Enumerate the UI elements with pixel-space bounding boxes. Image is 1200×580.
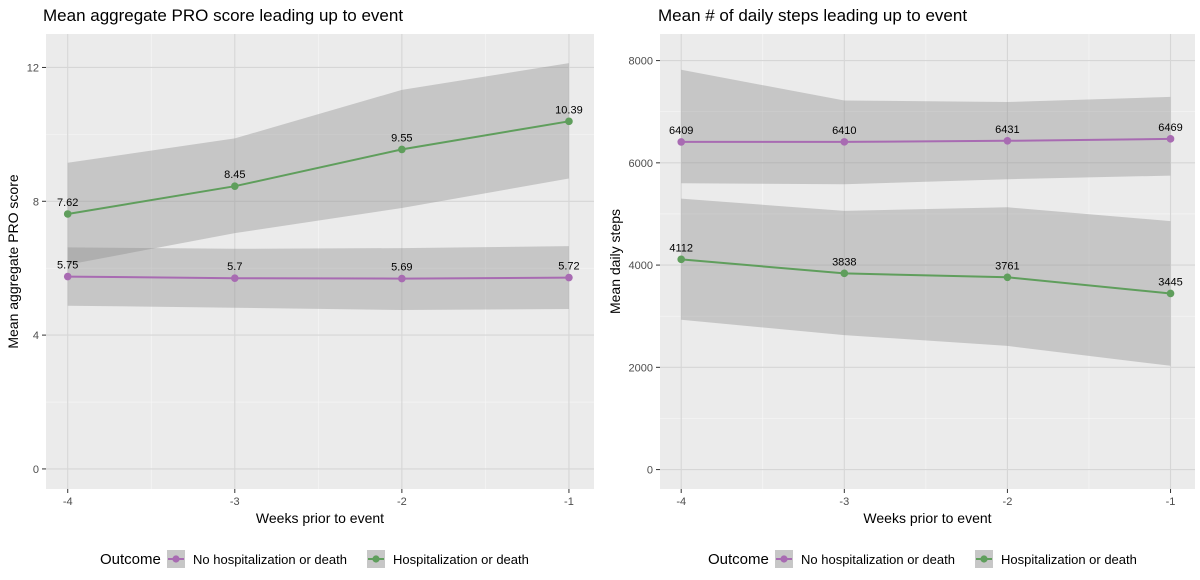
data-label: 6409	[669, 125, 693, 137]
data-label: 3761	[995, 260, 1019, 272]
y-tick-label: 0	[33, 464, 39, 476]
y-tick-label: 4	[33, 330, 39, 342]
data-point	[1003, 273, 1012, 282]
y-tick-label: 2000	[629, 362, 653, 374]
data-point	[1166, 289, 1175, 298]
confidence-band-2	[67, 63, 569, 265]
x-tick-label: -4	[63, 496, 73, 508]
data-label: 5.72	[558, 261, 579, 273]
y-axis-title: Mean daily steps	[607, 209, 623, 314]
series-line-2	[681, 258, 1171, 295]
y-tick-label: 6000	[629, 158, 653, 170]
x-tick-label: -1	[564, 496, 574, 508]
data-label: 5.69	[391, 262, 412, 274]
plot-background	[660, 34, 1195, 489]
data-label: 6410	[832, 125, 856, 137]
confidence-band-2	[681, 198, 1171, 366]
x-tick-label: -3	[230, 496, 240, 508]
y-tick-label: 12	[27, 62, 39, 74]
legend-label: No hospitalization or death	[193, 552, 347, 567]
x-axis-title: Weeks prior to event	[256, 510, 384, 526]
legend-title: Outcome	[708, 551, 769, 568]
legend-key-point	[980, 555, 988, 563]
data-point	[840, 138, 849, 146]
series-line-1	[681, 137, 1171, 143]
legend: Outcome No hospitalization or death Hospit…	[100, 550, 529, 568]
y-axis-title: Mean aggregate PRO score	[5, 174, 21, 349]
data-point	[398, 145, 406, 154]
series-line-1	[67, 275, 569, 280]
chart-title: Mean # of daily steps leading up to even…	[658, 6, 967, 25]
data-point	[1003, 136, 1012, 145]
x-tick-label: -3	[839, 496, 849, 508]
data-point	[63, 210, 72, 218]
confidence-band-1	[681, 69, 1171, 185]
data-point	[677, 138, 686, 146]
panel-2: 6409 6410 6431 6469 4112 3838 3761 3445 0 2000 400…	[607, 6, 1195, 568]
data-label: 3838	[832, 256, 856, 268]
x-tick-label: -2	[397, 496, 407, 508]
data-point	[398, 274, 406, 283]
data-label: 8.45	[224, 169, 245, 181]
data-point	[230, 274, 239, 283]
x-axis-title: Weeks prior to event	[863, 510, 991, 526]
legend-key-point	[172, 555, 180, 563]
data-point	[63, 272, 72, 281]
legend-key-point	[780, 555, 788, 563]
legend-label: No hospitalization or death	[801, 552, 955, 567]
data-point	[565, 273, 573, 282]
y-tick-label: 4000	[629, 260, 653, 272]
legend-key-point	[372, 555, 380, 563]
data-label: 9.55	[391, 132, 412, 144]
data-label: 5.75	[57, 260, 78, 272]
data-label: 5.7	[227, 261, 242, 273]
y-tick-label: 8	[33, 196, 39, 208]
data-label: 3445	[1158, 276, 1182, 288]
legend-label: Hospitalization or death	[393, 552, 529, 567]
series-line-2	[67, 120, 570, 215]
legend: Outcome No hospitalization or death Hospit…	[708, 550, 1137, 568]
y-tick-label: 8000	[629, 56, 653, 68]
data-label: 10.39	[555, 104, 583, 116]
data-label: 6469	[1158, 122, 1182, 134]
data-point	[677, 255, 686, 264]
x-tick-label: -1	[1166, 496, 1176, 508]
x-tick-label: -2	[1003, 496, 1013, 508]
data-point	[1166, 135, 1175, 143]
data-label: 4112	[669, 242, 693, 254]
x-tick-label: -4	[676, 496, 686, 508]
data-point	[565, 117, 573, 126]
data-point	[230, 182, 239, 191]
y-tick-label: 0	[647, 465, 653, 477]
legend-title: Outcome	[100, 551, 161, 568]
chart-title: Mean aggregate PRO score leading up to e…	[43, 6, 403, 25]
legend-label: Hospitalization or death	[1001, 552, 1137, 567]
data-label: 6431	[995, 124, 1019, 136]
panel-1: 5.75 5.7 5.69 5.72 7.62 8.45 9.55 10.39 0 4 8 12 -4 -…	[5, 6, 594, 568]
plot-background	[46, 34, 594, 489]
data-point	[840, 269, 849, 278]
data-label: 7.62	[57, 197, 78, 209]
